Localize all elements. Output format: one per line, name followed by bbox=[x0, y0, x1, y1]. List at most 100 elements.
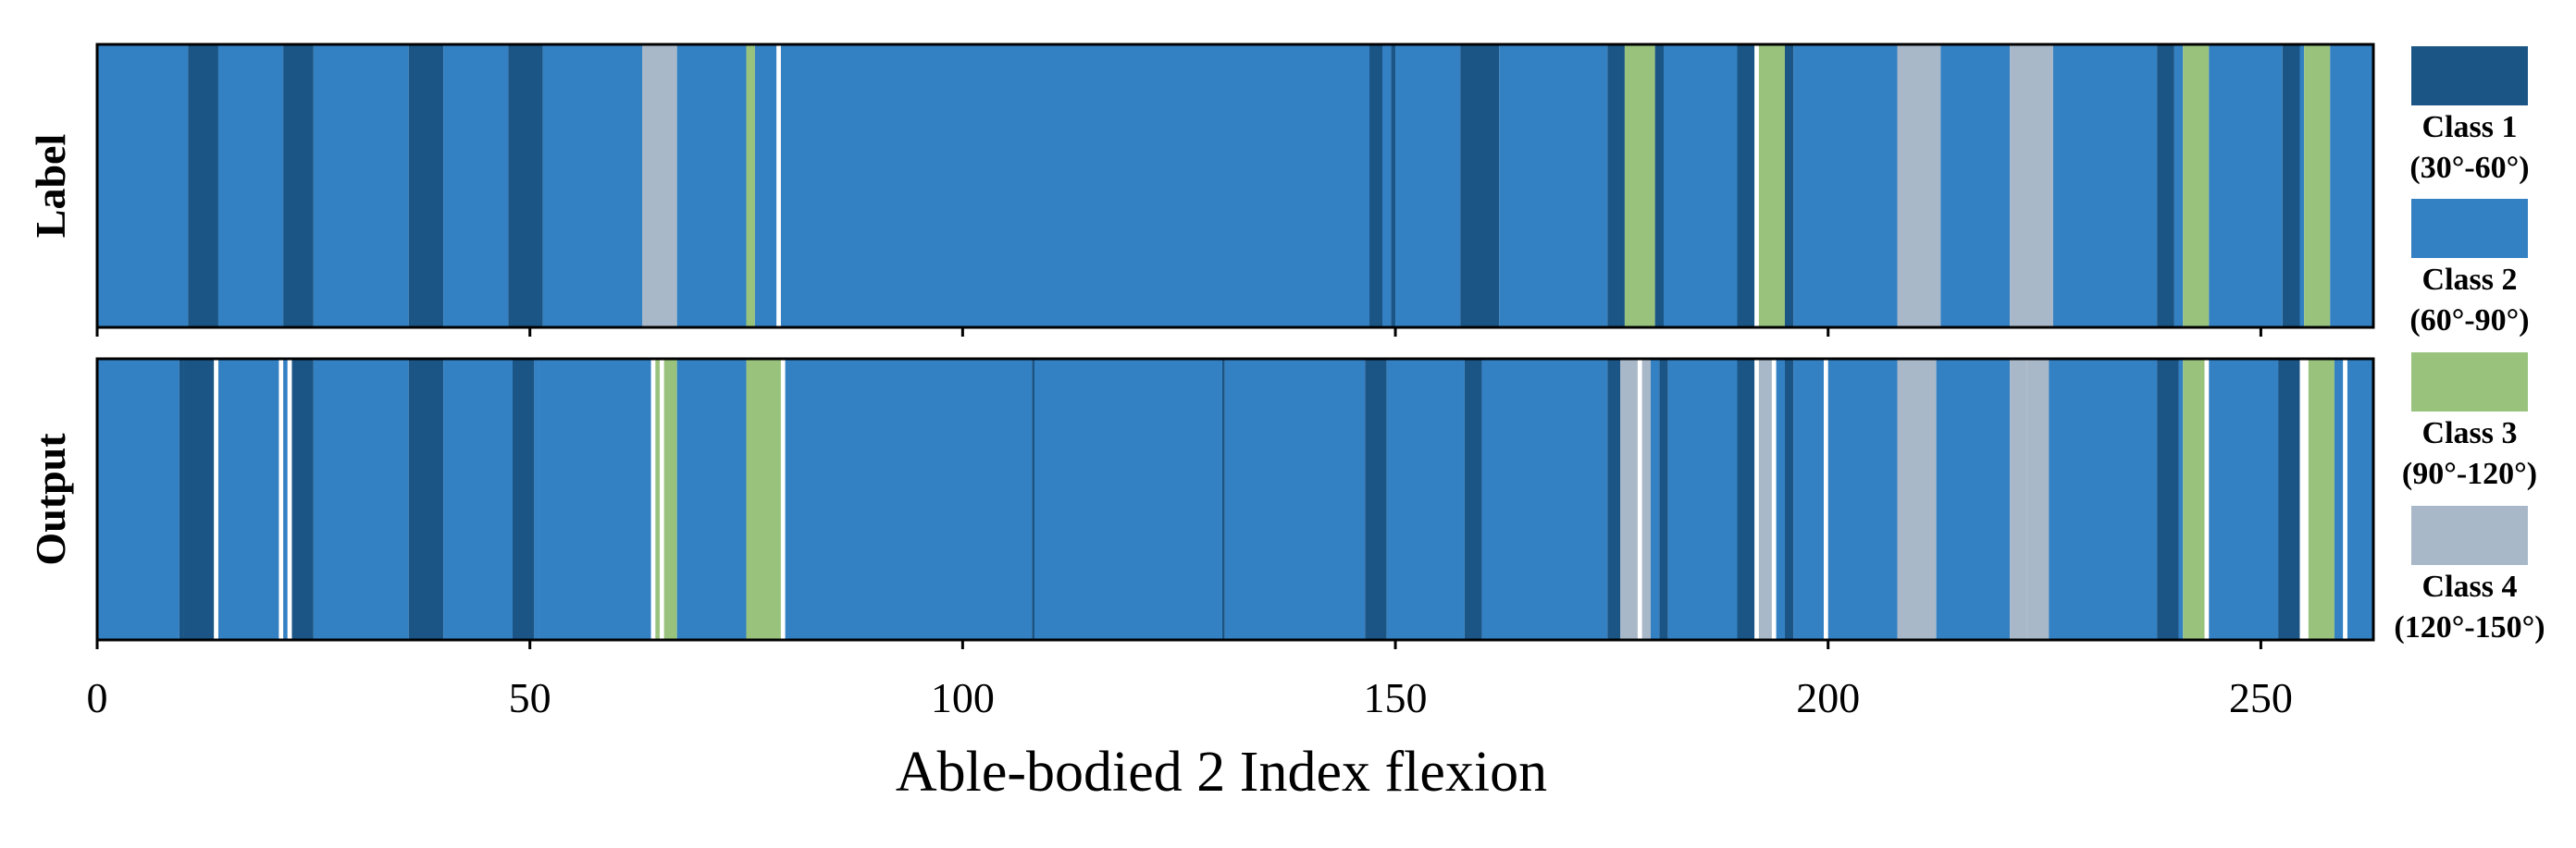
label-segment-19 bbox=[1460, 44, 1500, 327]
output-segment-34 bbox=[1641, 359, 1651, 640]
output-segment-57 bbox=[2278, 359, 2300, 640]
output-panel bbox=[95, 357, 2375, 649]
label-segment-4 bbox=[313, 44, 409, 327]
output-segment-10 bbox=[408, 359, 444, 640]
output-segment-49 bbox=[2010, 359, 2027, 640]
output-segment-22 bbox=[785, 359, 1033, 640]
label-segment-25 bbox=[1737, 44, 1755, 327]
output-segment-39 bbox=[1754, 359, 1759, 640]
output-segment-51 bbox=[2049, 359, 2158, 640]
output-segment-23 bbox=[1032, 359, 1034, 640]
label-panel bbox=[95, 43, 2375, 337]
x-tick-label-4: 200 bbox=[1796, 674, 1860, 721]
label-segment-28 bbox=[1784, 44, 1794, 327]
legend-swatch-class-1 bbox=[2411, 46, 2528, 105]
output-segment-36 bbox=[1659, 359, 1668, 640]
label-segment-26 bbox=[1754, 44, 1759, 327]
legend-swatch-class-4 bbox=[2411, 506, 2528, 565]
legend-range-class-1: (30°-60°) bbox=[2409, 151, 2529, 185]
legend: Class 1 (30°-60°) Class 2 (60°-90°) Class 3 (… bbox=[2394, 46, 2545, 645]
output-segment-21 bbox=[780, 359, 786, 640]
label-segment-21 bbox=[1607, 44, 1625, 327]
output-segment-53 bbox=[2178, 359, 2184, 640]
output-segment-50 bbox=[2026, 359, 2050, 640]
label-segment-11 bbox=[746, 44, 755, 327]
legend-range-class-4: (120°-150°) bbox=[2394, 610, 2545, 645]
output-segment-27 bbox=[1365, 359, 1387, 640]
output-segment-13 bbox=[534, 359, 539, 640]
legend-name-class-1: Class 1 bbox=[2422, 110, 2518, 144]
output-segment-15 bbox=[650, 359, 656, 640]
output-segment-61 bbox=[2343, 359, 2347, 640]
output-segment-29 bbox=[1464, 359, 1482, 640]
label-segment-13 bbox=[776, 44, 781, 327]
output-segment-42 bbox=[1776, 359, 1785, 640]
output-segment-33 bbox=[1637, 359, 1642, 640]
label-segment-15 bbox=[1368, 44, 1383, 327]
label-segment-33 bbox=[2052, 44, 2158, 327]
output-segment-46 bbox=[1827, 359, 1898, 640]
output-segment-0 bbox=[97, 359, 180, 640]
output-segment-59 bbox=[2308, 359, 2334, 640]
x-tick-label-1: 50 bbox=[509, 674, 551, 721]
label-segment-40 bbox=[2304, 44, 2331, 327]
output-segment-7 bbox=[287, 359, 292, 640]
output-segment-8 bbox=[291, 359, 314, 640]
output-segment-62 bbox=[2347, 359, 2373, 640]
label-segment-17 bbox=[1391, 44, 1396, 327]
output-segment-2 bbox=[183, 359, 215, 640]
x-tick-label-3: 150 bbox=[1364, 674, 1428, 721]
output-segment-1 bbox=[179, 359, 184, 640]
output-segment-12 bbox=[512, 359, 535, 640]
x-tick-label-0: 0 bbox=[87, 674, 108, 721]
output-segment-60 bbox=[2334, 359, 2344, 640]
x-axis-label: Able-bodied 2 Index flexion bbox=[896, 741, 1547, 804]
label-segment-16 bbox=[1382, 44, 1392, 327]
output-segment-4 bbox=[217, 359, 279, 640]
label-segment-9 bbox=[642, 44, 677, 327]
output-segment-11 bbox=[443, 359, 513, 640]
output-segment-30 bbox=[1481, 359, 1608, 640]
output-segment-35 bbox=[1650, 359, 1660, 640]
output-segment-54 bbox=[2183, 359, 2205, 640]
output-segment-19 bbox=[676, 359, 747, 640]
label-segment-6 bbox=[443, 44, 509, 327]
label-segment-32 bbox=[2010, 44, 2053, 327]
output-segment-43 bbox=[1784, 359, 1794, 640]
legend-name-class-4: Class 4 bbox=[2422, 570, 2518, 604]
label-segment-35 bbox=[2174, 44, 2184, 327]
output-segment-18 bbox=[663, 359, 677, 640]
output-segment-40 bbox=[1758, 359, 1772, 640]
output-segment-14 bbox=[539, 359, 651, 640]
label-segment-0 bbox=[97, 44, 189, 327]
label-row-label: Label bbox=[27, 134, 74, 238]
output-segment-38 bbox=[1737, 359, 1755, 640]
label-segment-36 bbox=[2183, 44, 2210, 327]
label-segment-7 bbox=[508, 44, 543, 327]
output-segment-5 bbox=[279, 359, 284, 640]
label-segment-14 bbox=[780, 44, 1369, 327]
output-segment-44 bbox=[1793, 359, 1825, 640]
output-segment-58 bbox=[2299, 359, 2309, 640]
label-segment-1 bbox=[188, 44, 218, 327]
label-segment-10 bbox=[676, 44, 747, 327]
label-segment-34 bbox=[2157, 44, 2174, 327]
legend-swatch-class-2 bbox=[2411, 199, 2528, 258]
output-segment-24 bbox=[1034, 359, 1222, 640]
output-panel-frame bbox=[95, 357, 2375, 642]
label-segment-37 bbox=[2209, 44, 2283, 327]
output-segment-17 bbox=[659, 359, 664, 640]
output-segment-6 bbox=[283, 359, 288, 640]
label-segment-31 bbox=[1940, 44, 2011, 327]
legend-range-class-2: (60°-90°) bbox=[2409, 303, 2529, 338]
label-segment-3 bbox=[283, 44, 314, 327]
legend-name-class-3: Class 3 bbox=[2422, 416, 2518, 450]
output-segment-31 bbox=[1607, 359, 1621, 640]
label-segment-5 bbox=[408, 44, 444, 327]
label-segment-22 bbox=[1624, 44, 1655, 327]
legend-name-class-2: Class 2 bbox=[2422, 263, 2518, 297]
label-segment-39 bbox=[2299, 44, 2305, 327]
label-panel-frame bbox=[95, 43, 2375, 329]
legend-range-class-3: (90°-120°) bbox=[2402, 457, 2537, 491]
